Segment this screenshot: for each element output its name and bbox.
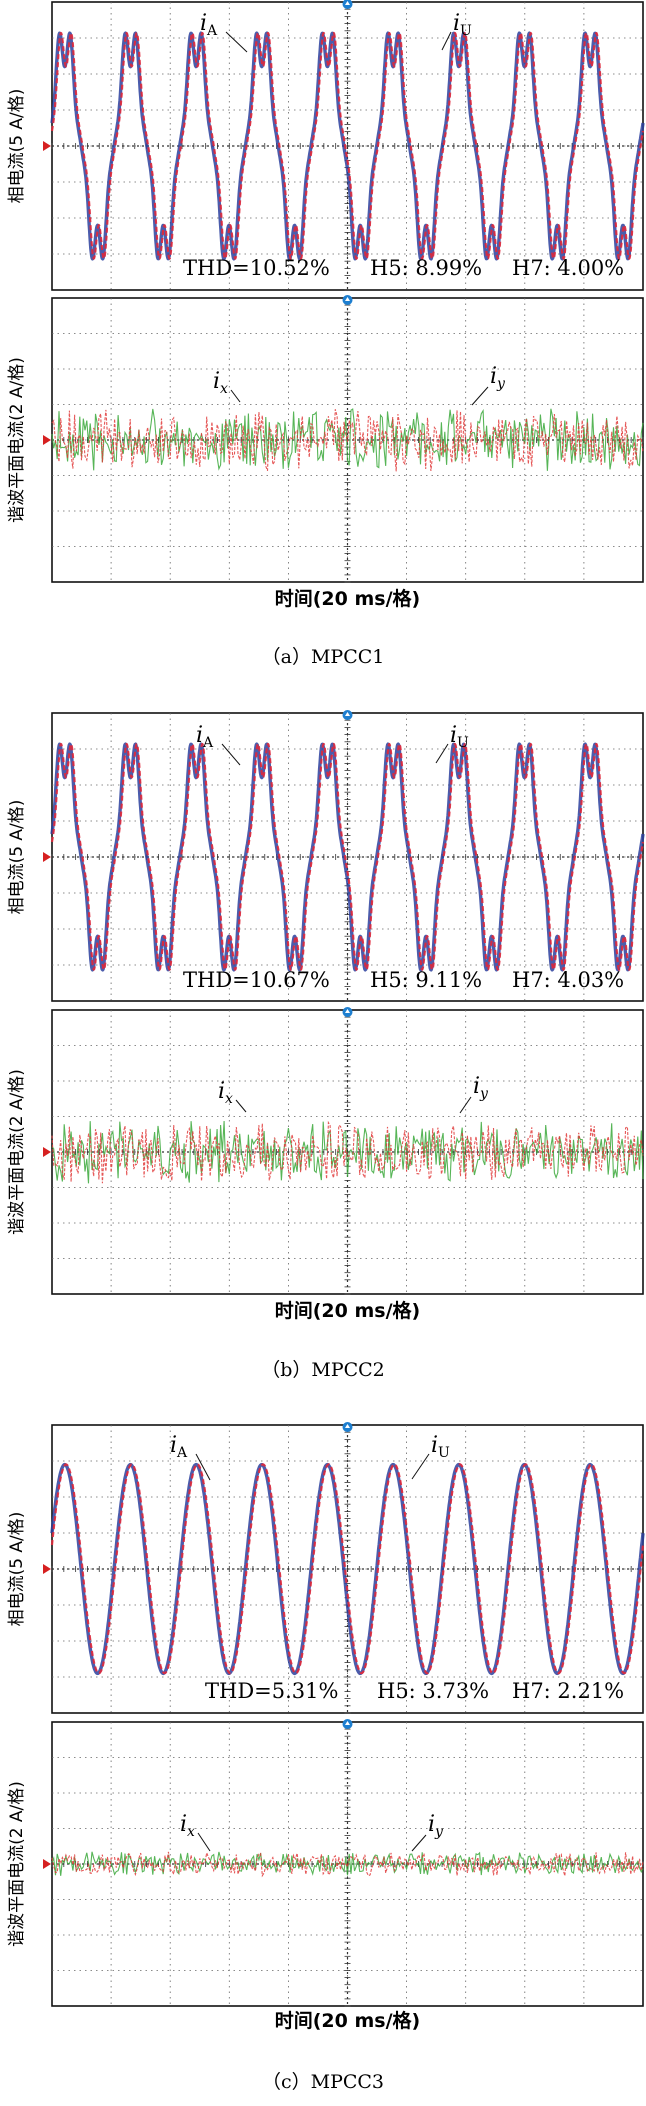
- panel-a-harmonic-series-ix: [51, 409, 644, 472]
- panel-c-phase-series-iA: [50, 1462, 645, 1676]
- ground-marker-icon: [43, 141, 51, 151]
- ground-marker-icon: [43, 1147, 51, 1157]
- series-label-iU-c: iU: [431, 1433, 450, 1461]
- y-axis-label-harmonic-b: 谐波平面电流(2 A/格): [7, 1069, 27, 1235]
- panel-a-phase-plot: [43, 0, 645, 291]
- series-label-ix-a: ix: [213, 369, 228, 397]
- panel-b-phase-series-iU: [50, 742, 645, 971]
- series-label-iy-b: iy: [473, 1074, 489, 1102]
- panel-b-harmonic-plot: [43, 1007, 644, 1295]
- h5-annotation-b: H5: 9.11%: [370, 968, 482, 992]
- ground-marker-icon: [43, 1859, 51, 1869]
- label-leader-iy-a: [471, 386, 489, 406]
- trigger-cursor-glyph: [345, 712, 350, 716]
- x-axis-label-a: 时间(20 ms/格): [275, 587, 420, 610]
- figure-caption-b: （b）MPCC2: [261, 1359, 385, 1381]
- trigger-cursor-glyph: [345, 1424, 350, 1428]
- h5-annotation-c: H5: 3.73%: [377, 1679, 489, 1703]
- trigger-cursor-glyph: [345, 1009, 350, 1013]
- y-axis-label-phase-a: 相电流(5 A/格): [7, 89, 27, 204]
- label-leader-ix-c: [197, 1832, 211, 1852]
- panel-b-harmonic-series-ix: [51, 1120, 644, 1184]
- x-axis-label-b: 时间(20 ms/格): [275, 1299, 420, 1322]
- panel-c-harmonic-plot: [43, 1719, 644, 2007]
- series-label-iA-b: iA: [196, 723, 214, 751]
- y-axis-label-phase-b: 相电流(5 A/格): [7, 800, 27, 915]
- y-axis-label-harmonic-c: 谐波平面电流(2 A/格): [7, 1781, 27, 1947]
- label-leader-iy-b: [459, 1096, 472, 1114]
- panel-a-harmonic-plot: [43, 295, 644, 583]
- thd-annotation-c: THD=5.31%: [205, 1679, 338, 1703]
- trigger-cursor-glyph: [345, 1, 350, 5]
- y-axis-label-phase-c: 相电流(5 A/格): [7, 1512, 27, 1627]
- series-label-ix-b: ix: [218, 1079, 233, 1107]
- label-leader-iy-c: [411, 1834, 427, 1852]
- ground-marker-icon: [43, 852, 51, 862]
- thd-annotation-a: THD=10.52%: [183, 256, 330, 280]
- trigger-cursor-glyph: [345, 1721, 350, 1725]
- figure-caption-c: （c）MPCC3: [262, 2071, 384, 2093]
- ground-marker-icon: [43, 435, 51, 445]
- h5-annotation-a: H5: 8.99%: [370, 256, 482, 280]
- panel-a-phase-series-iA: [50, 31, 645, 261]
- panel-b-phase-plot: [43, 710, 645, 1002]
- series-label-iU-b: iU: [450, 723, 469, 751]
- label-leader-iU-c: [411, 1453, 430, 1480]
- series-label-ix-c: ix: [180, 1812, 195, 1840]
- ground-marker-icon: [43, 1564, 51, 1574]
- x-axis-label-c: 时间(20 ms/格): [275, 2009, 420, 2032]
- panel-c-harmonic-series-iy: [51, 1851, 644, 1876]
- h7-annotation-c: H7: 2.21%: [512, 1679, 624, 1703]
- trigger-cursor-glyph: [345, 297, 350, 301]
- series-label-iy-a: iy: [490, 364, 506, 392]
- panel-b-phase-series-iA: [50, 742, 645, 972]
- y-axis-label-harmonic-a: 谐波平面电流(2 A/格): [7, 357, 27, 523]
- thd-annotation-b: THD=10.67%: [183, 968, 330, 992]
- panel-c-harmonic-series-ix: [51, 1850, 644, 1878]
- h7-annotation-b: H7: 4.03%: [512, 968, 624, 992]
- series-label-iy-c: iy: [428, 1812, 444, 1840]
- series-label-iA-a: iA: [200, 11, 218, 39]
- panel-a-phase-series-iU: [50, 31, 645, 260]
- h7-annotation-a: H7: 4.00%: [512, 256, 624, 280]
- label-leader-iU-a: [441, 31, 452, 51]
- label-leader-iA-c: [195, 1453, 211, 1481]
- panel-c-phase-plot: [43, 1422, 645, 1714]
- label-leader-iA-a: [225, 31, 248, 53]
- series-label-iU-a: iU: [453, 11, 472, 39]
- label-leader-ix-b: [235, 1099, 247, 1113]
- panel-a-harmonic-series-iy: [51, 408, 644, 471]
- series-label-iA-c: iA: [170, 1433, 188, 1461]
- label-leader-iU-b: [435, 743, 449, 764]
- figure-caption-a: （a）MPCC1: [262, 646, 385, 668]
- label-leader-ix-a: [230, 389, 241, 403]
- label-leader-iA-b: [221, 743, 241, 766]
